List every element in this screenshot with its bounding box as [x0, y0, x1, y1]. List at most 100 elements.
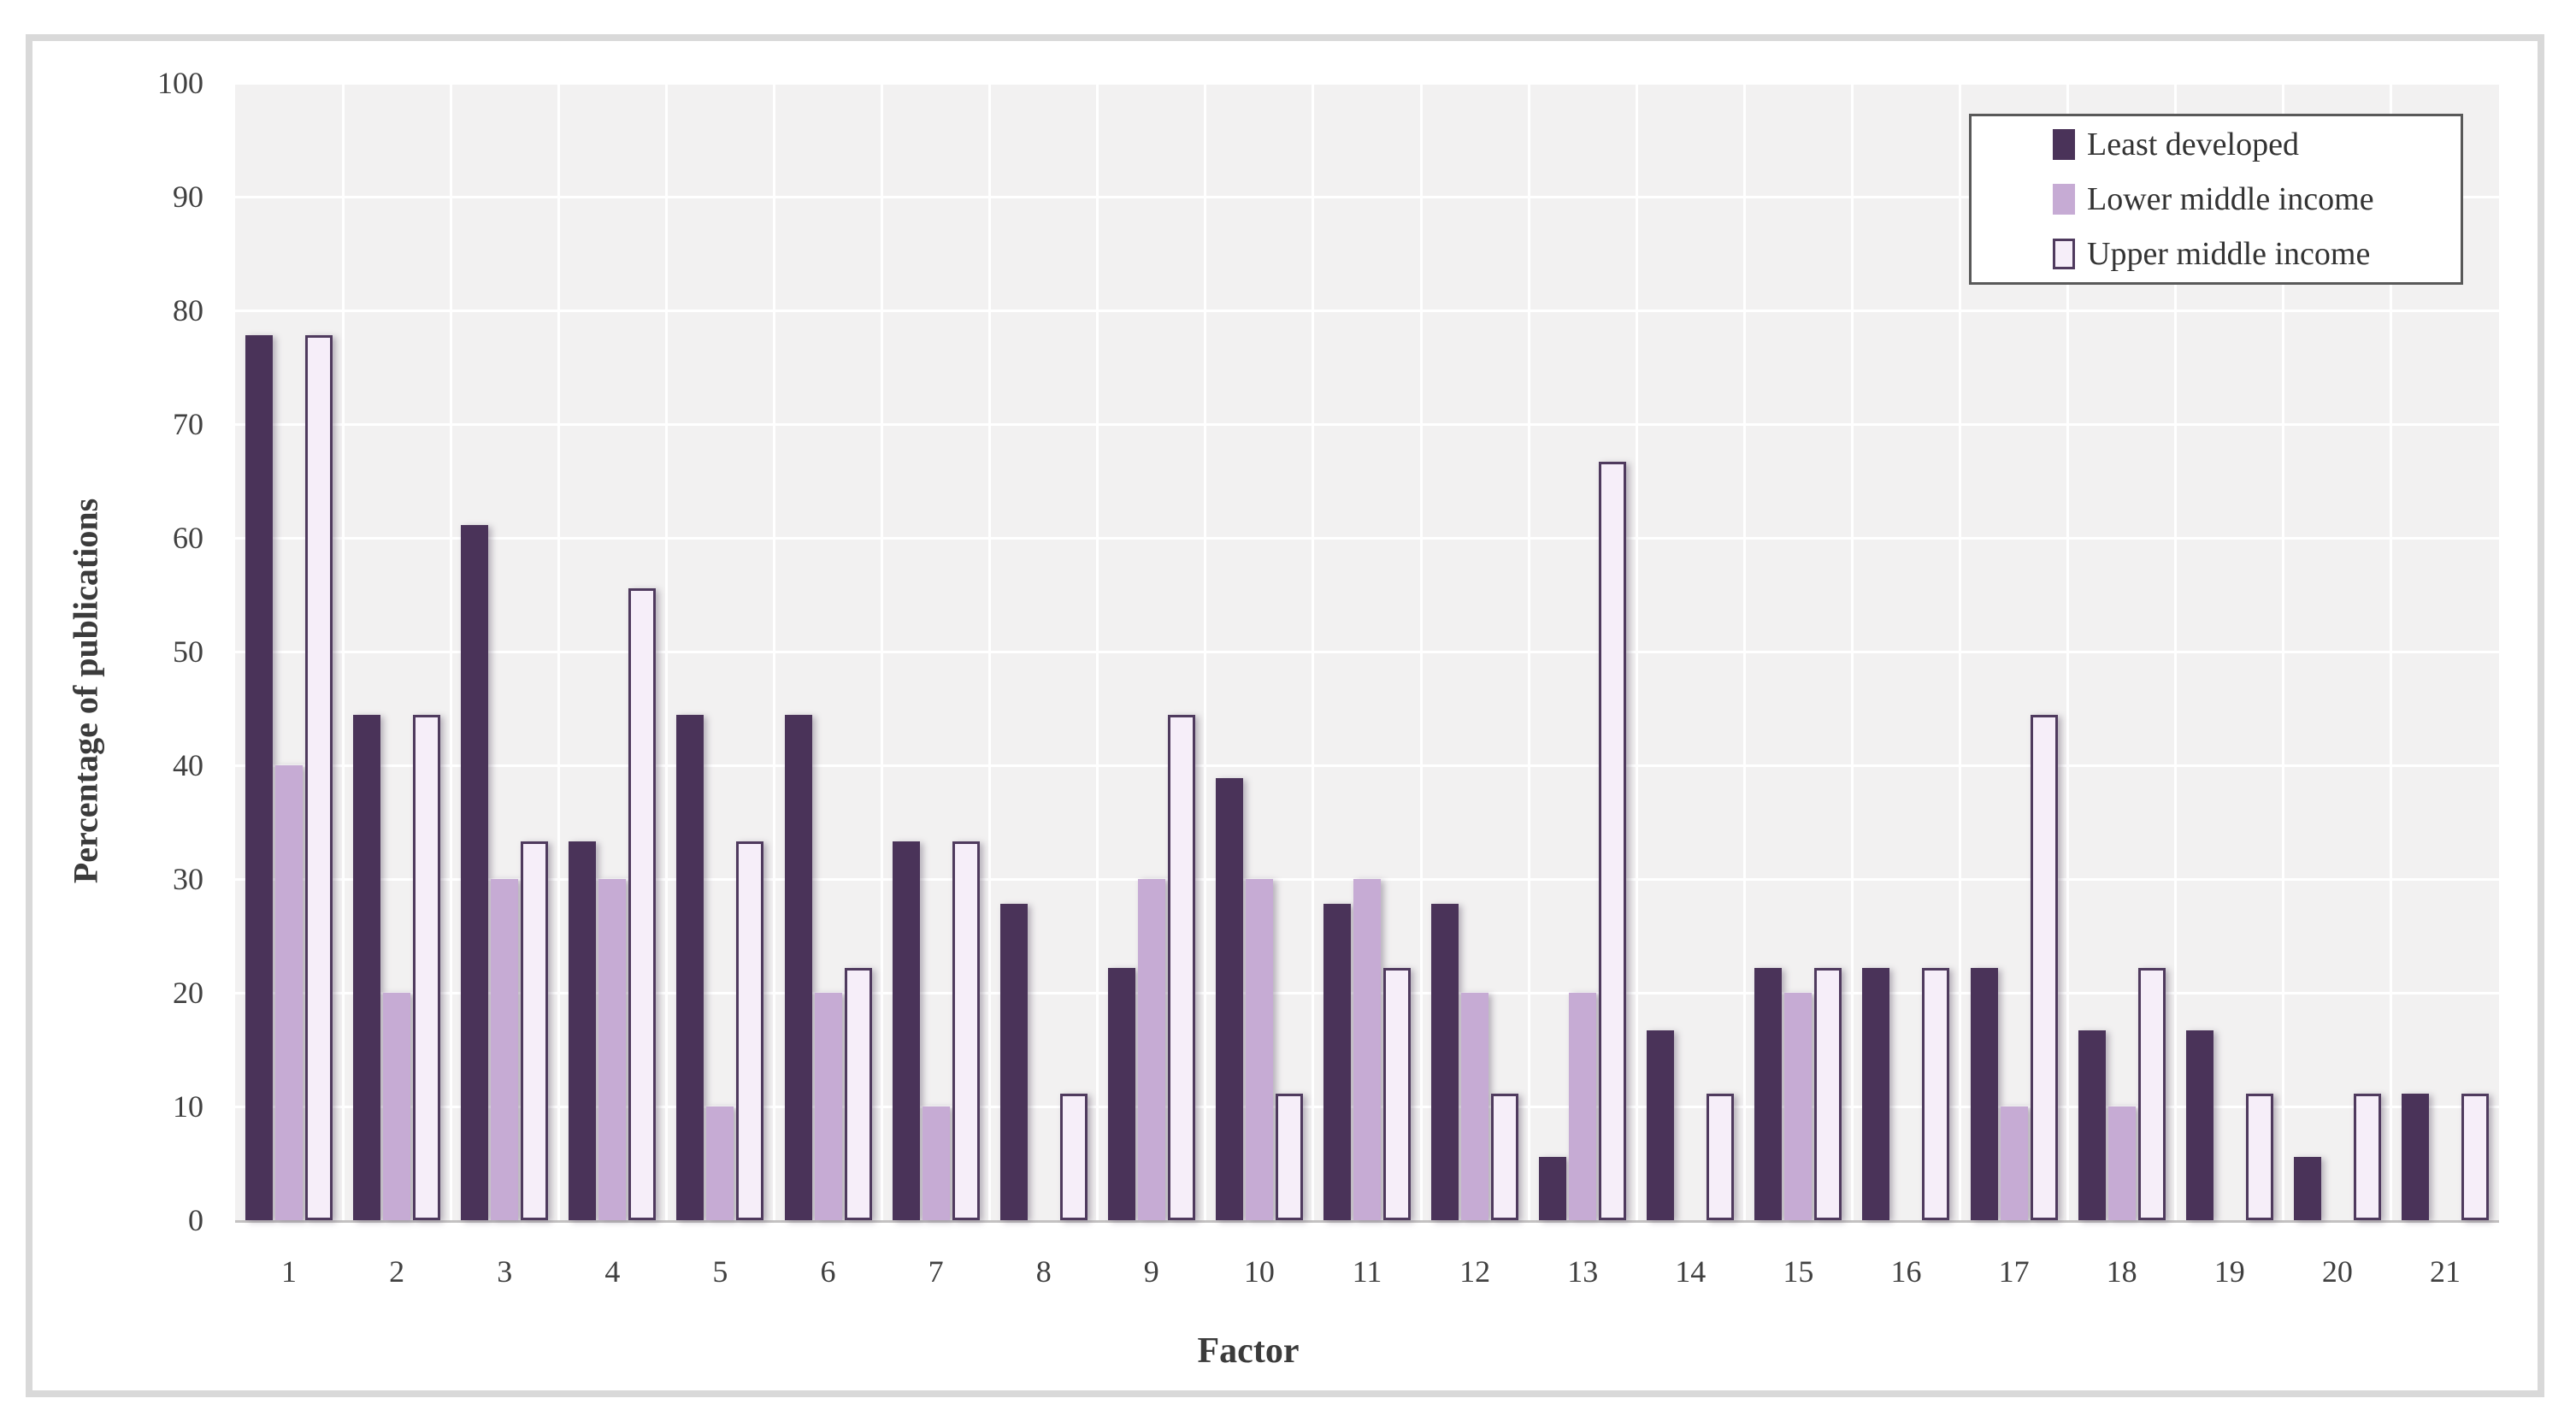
bar [1245, 879, 1273, 1220]
legend-item: Upper middle income [2053, 237, 2461, 271]
gridline-vertical [988, 83, 992, 1220]
bar [2245, 1094, 2273, 1220]
bar-group [1313, 83, 1421, 1220]
y-tick-label: 30 [173, 862, 203, 896]
gridline-horizontal [235, 422, 2499, 426]
bar-group [1529, 83, 1636, 1220]
legend-item: Least developed [2053, 127, 2461, 162]
gridline-vertical [1527, 83, 1530, 1220]
bar [1059, 1094, 1088, 1220]
gridline-vertical [772, 83, 775, 1220]
bar [2000, 1106, 2028, 1220]
legend-swatch [2053, 184, 2075, 215]
x-tick-label: 17 [1998, 1254, 2030, 1289]
y-tick-label: 70 [173, 407, 203, 441]
bar [1754, 967, 1783, 1220]
bar [521, 841, 549, 1220]
bar-group [1960, 83, 2068, 1220]
bar [1707, 1094, 1735, 1220]
bar [1814, 967, 1842, 1220]
gridline-vertical [1419, 83, 1423, 1220]
x-tick-label: 12 [1459, 1254, 1491, 1289]
gridline-vertical [557, 83, 560, 1220]
bar [491, 879, 519, 1220]
y-tick-label: 20 [173, 976, 203, 1010]
gridline-vertical [1204, 83, 1207, 1220]
chart-frame-border [26, 34, 2544, 1397]
bar [1275, 1094, 1303, 1220]
y-tick-label: 0 [188, 1203, 203, 1237]
bar [1461, 993, 1489, 1220]
bar [628, 587, 657, 1220]
gridline-vertical [1742, 83, 1746, 1220]
x-tick-label: 2 [389, 1254, 405, 1289]
bar-group [2391, 83, 2499, 1220]
bar [1137, 879, 1165, 1220]
legend-label: Lower middle income [2087, 181, 2374, 217]
x-tick-label: 14 [1675, 1254, 1707, 1289]
bar [736, 841, 764, 1220]
bar [2293, 1156, 2321, 1220]
x-tick-label: 3 [497, 1254, 513, 1289]
bar-group [558, 83, 666, 1220]
gridline-vertical [449, 83, 452, 1220]
x-tick-label: 18 [2106, 1254, 2137, 1289]
bar [461, 525, 489, 1220]
bar [1569, 993, 1597, 1220]
gridline-vertical [1850, 83, 1854, 1220]
bar [1107, 967, 1135, 1220]
bar-group [343, 83, 451, 1220]
y-tick-label: 10 [173, 1089, 203, 1124]
bar [1431, 904, 1459, 1220]
legend: Least developed Lower middle income Upper … [1969, 114, 2463, 285]
gridline-vertical [2390, 83, 2393, 1220]
bar [814, 993, 842, 1220]
bar-group [2284, 83, 2391, 1220]
gridline-vertical [1096, 83, 1099, 1220]
y-axis-title: Percentage of publications [66, 498, 105, 884]
legend-swatch [2053, 239, 2075, 269]
x-tick-label: 15 [1783, 1254, 1814, 1289]
bar [676, 715, 704, 1220]
legend-label: Upper middle income [2087, 236, 2371, 272]
bar-group [451, 83, 558, 1220]
bar [2078, 1030, 2106, 1220]
bar [1922, 967, 1950, 1220]
gridline-horizontal [235, 81, 2499, 85]
bar-group [882, 83, 990, 1220]
bar-group [2068, 83, 2176, 1220]
bar [922, 1106, 950, 1220]
y-tick-label: 50 [173, 634, 203, 669]
bar-group [1098, 83, 1205, 1220]
y-tick-label: 40 [173, 748, 203, 782]
y-tick-label: 90 [173, 180, 203, 214]
bar [1323, 904, 1351, 1220]
bar-group [774, 83, 881, 1220]
bar [245, 335, 274, 1220]
x-tick-label: 13 [1567, 1254, 1599, 1289]
bar [1647, 1030, 1675, 1220]
x-tick-label: 20 [2321, 1254, 2353, 1289]
bar [1862, 967, 1890, 1220]
bar-group [235, 83, 343, 1220]
bar [2461, 1094, 2489, 1220]
legend-label: Least developed [2087, 127, 2299, 162]
bar [1382, 967, 1411, 1220]
gridline-vertical [881, 83, 884, 1220]
gridline-vertical [1635, 83, 1638, 1220]
bar-group [990, 83, 1098, 1220]
bar [1167, 715, 1195, 1220]
bar [2353, 1094, 2381, 1220]
bar [784, 715, 812, 1220]
gridline-horizontal [235, 309, 2499, 312]
bar [413, 715, 441, 1220]
bar [892, 841, 920, 1220]
bar [1970, 967, 1998, 1220]
bar [952, 841, 980, 1220]
plot-area [235, 81, 2499, 1223]
legend-item: Lower middle income [2053, 182, 2461, 216]
gridline-vertical [2282, 83, 2285, 1220]
bar [2030, 715, 2058, 1220]
bar [1539, 1156, 1567, 1220]
